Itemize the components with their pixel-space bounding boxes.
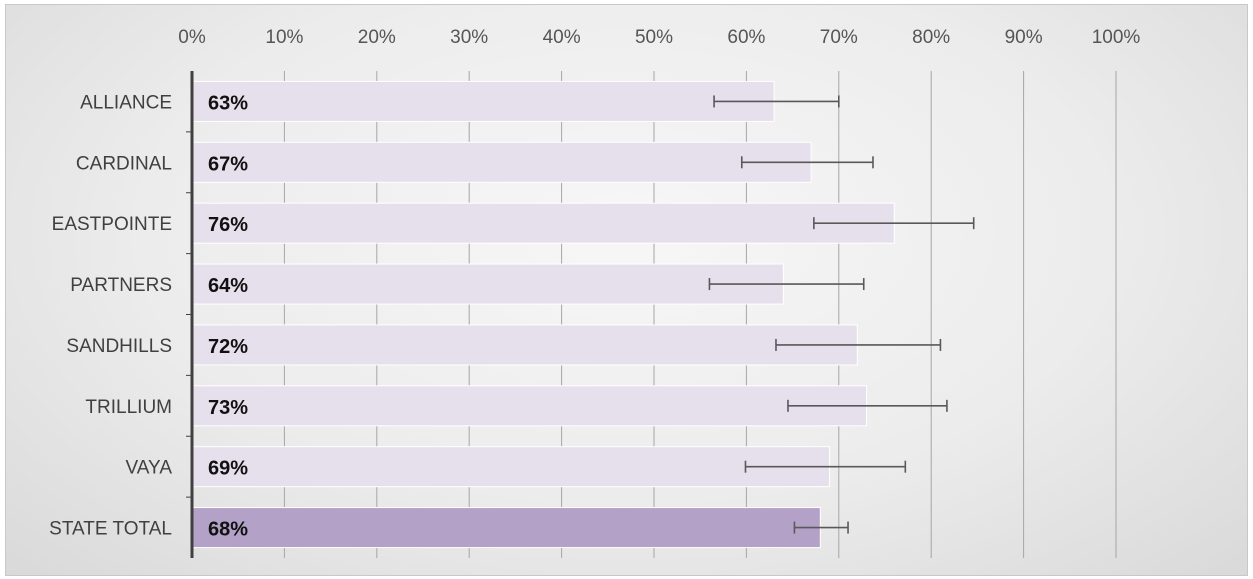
data-label: 76% bbox=[208, 214, 248, 236]
bar-chart: 63% 67% 76% 64% 72% 73% 69% 68% 0% 10% 20% 30% 40% 5… bbox=[49, 27, 1141, 558]
data-label: 63% bbox=[208, 92, 248, 114]
data-label: 72% bbox=[208, 336, 248, 358]
category-label: TRILLIUM bbox=[85, 397, 172, 418]
category-label: VAYA bbox=[126, 458, 173, 479]
x-tick-label: 40% bbox=[543, 27, 581, 48]
chart-frame: 63% 67% 76% 64% 72% 73% 69% 68% 0% 10% 20% 30% 40% 5… bbox=[5, 4, 1248, 576]
x-tick-label: 80% bbox=[912, 27, 950, 48]
category-label: EASTPOINTE bbox=[52, 214, 172, 235]
bar-partners bbox=[191, 263, 784, 305]
x-tick-label: 70% bbox=[820, 27, 858, 48]
category-label: ALLIANCE bbox=[80, 92, 172, 113]
bar-alliance bbox=[191, 80, 775, 122]
bar-state-total bbox=[191, 507, 821, 549]
bar-trillium bbox=[191, 385, 868, 427]
x-tick-label: 50% bbox=[635, 27, 673, 48]
data-label: 67% bbox=[208, 153, 248, 175]
x-tick-label: 20% bbox=[358, 27, 396, 48]
bar-sandhills bbox=[191, 324, 858, 366]
category-label: CARDINAL bbox=[76, 153, 172, 174]
x-tick-label: 60% bbox=[727, 27, 765, 48]
bar-vaya bbox=[191, 446, 831, 488]
category-label: STATE TOTAL bbox=[49, 519, 172, 540]
category-label: SANDHILLS bbox=[66, 336, 172, 357]
data-label: 69% bbox=[208, 458, 248, 480]
data-label: 64% bbox=[208, 275, 248, 297]
x-tick-label: 90% bbox=[1005, 27, 1043, 48]
x-tick-label: 100% bbox=[1092, 27, 1141, 48]
x-tick-label: 0% bbox=[178, 27, 206, 48]
x-tick-label: 30% bbox=[450, 27, 488, 48]
x-tick-label: 10% bbox=[265, 27, 303, 48]
category-label: PARTNERS bbox=[70, 275, 172, 296]
data-label: 68% bbox=[208, 519, 248, 541]
bar-eastpointe bbox=[191, 202, 895, 244]
bar-cardinal bbox=[191, 141, 812, 183]
data-label: 73% bbox=[208, 397, 248, 419]
